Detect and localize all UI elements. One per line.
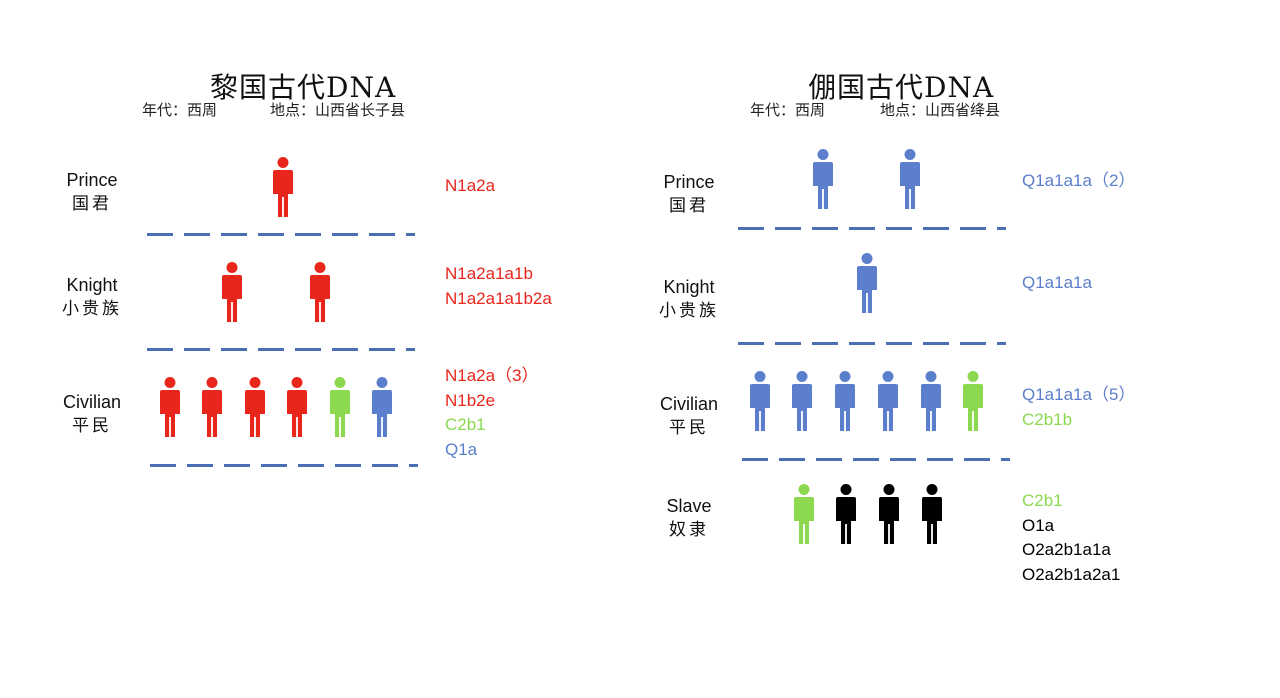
peng-rank-divider (738, 227, 1006, 230)
haplogroup-label: N1a2a（3） (445, 366, 539, 385)
haplogroup-label: Q1a1a1a（5） (1022, 385, 1136, 404)
haplogroup-label: N1b2e (445, 390, 496, 410)
peng-slave-person-icon-4 (922, 484, 942, 544)
li-rank-label-prince: Prince 国君 (52, 168, 132, 216)
rank-name-en: Prince (66, 170, 118, 190)
peng-slave-person-icon-3 (879, 484, 899, 544)
peng-rank-label-slave: Slave 奴隶 (649, 494, 729, 542)
peng-rank-divider (742, 458, 1010, 461)
peng-civilian-person-icon-5 (921, 371, 941, 431)
li-civilian-person-icon-2 (202, 377, 222, 437)
li-rank-divider (147, 348, 415, 351)
li-civilian-person-icon-4 (287, 377, 307, 437)
rank-name-zh: 国君 (72, 194, 112, 214)
haplogroup-label: Q1a (445, 439, 478, 459)
peng-slave-person-icon-1 (794, 484, 814, 544)
haplogroup-label: O1a (1022, 515, 1055, 535)
rank-name-zh: 国君 (669, 196, 709, 216)
rank-name-en: Slave (666, 496, 712, 516)
li-rank-label-knight: Knight 小贵族 (52, 273, 132, 321)
li-knight-person-icon-1 (222, 262, 242, 322)
li-title: 黎国古代DNA (210, 71, 397, 104)
peng-rank-divider (738, 342, 1006, 345)
li-rank-label-civilian: Civilian 平民 (52, 390, 132, 438)
rank-name-en: Civilian (62, 392, 122, 412)
haplogroup-label: O2a2b1a1a (1022, 540, 1111, 559)
li-civilian-person-icon-5 (330, 377, 350, 437)
rank-name-zh: 小贵族 (62, 299, 122, 319)
li-knight-haplogroups: N1a2a1a1b N1a2a1a1b2a (445, 262, 552, 311)
rank-name-en: Civilian (659, 394, 719, 414)
peng-slave-person-icon-2 (836, 484, 856, 544)
peng-prince-person-icon-2 (900, 149, 920, 209)
haplogroup-label: C2b1b (1022, 409, 1073, 429)
peng-rank-label-prince: Prince 国君 (649, 170, 729, 218)
peng-rank-label-civilian: Civilian 平民 (649, 392, 729, 440)
li-prince-haplogroups: N1a2a (445, 174, 495, 199)
rank-name-zh: 平民 (72, 416, 112, 436)
peng-prince-haplogroups: Q1a1a1a（2） (1022, 169, 1135, 194)
li-civilian-person-icon-1 (160, 377, 180, 437)
haplogroup-label: N1a2a1a1b2a (445, 288, 552, 308)
peng-slave-haplogroups: C2b1 O1a O2a2b1a1a O2a2b1a2a1 (1022, 489, 1120, 587)
peng-civilian-haplogroups: Q1a1a1a（5） C2b1b (1022, 383, 1135, 432)
haplogroup-label: N1a2a (445, 176, 496, 195)
haplogroup-label: N1a2a1a1b (445, 264, 533, 283)
li-era: 年代：西周 (142, 101, 218, 119)
rank-name-zh: 奴隶 (669, 520, 709, 540)
rank-name-en: Knight (66, 275, 118, 295)
li-civilian-person-icon-6 (372, 377, 392, 437)
peng-rank-label-knight: Knight 小贵族 (649, 275, 729, 323)
li-knight-person-icon-2 (310, 262, 330, 322)
peng-civilian-person-icon-6 (963, 371, 983, 431)
peng-era: 年代：西周 (750, 101, 826, 119)
haplogroup-label: C2b1 (445, 415, 486, 434)
rank-name-zh: 平民 (669, 418, 709, 438)
peng-knight-haplogroups: Q1a1a1a (1022, 271, 1092, 296)
peng-civilian-person-icon-3 (835, 371, 855, 431)
peng-civilian-person-icon-4 (878, 371, 898, 431)
li-rank-divider (147, 233, 415, 236)
rank-name-en: Prince (663, 172, 715, 192)
li-prince-person-icon-1 (273, 157, 293, 217)
haplogroup-label: C2b1 (1022, 491, 1063, 510)
peng-knight-person-icon-1 (857, 253, 877, 313)
li-civilian-haplogroups: N1a2a（3） N1b2e C2b1 Q1a (445, 364, 539, 462)
haplogroup-label: Q1a1a1a（2） (1022, 171, 1136, 190)
peng-civilian-person-icon-2 (792, 371, 812, 431)
li-rank-divider (150, 464, 418, 467)
haplogroup-label: Q1a1a1a (1022, 273, 1092, 292)
peng-title: 倗国古代DNA (808, 71, 995, 104)
peng-location: 地点：山西省绛县 (880, 101, 1001, 119)
rank-name-zh: 小贵族 (659, 301, 719, 321)
peng-civilian-person-icon-1 (750, 371, 770, 431)
rank-name-en: Knight (663, 277, 715, 297)
haplogroup-label: O2a2b1a2a1 (1022, 564, 1121, 584)
peng-prince-person-icon-1 (813, 149, 833, 209)
li-civilian-person-icon-3 (245, 377, 265, 437)
li-location: 地点：山西省长子县 (270, 101, 406, 119)
